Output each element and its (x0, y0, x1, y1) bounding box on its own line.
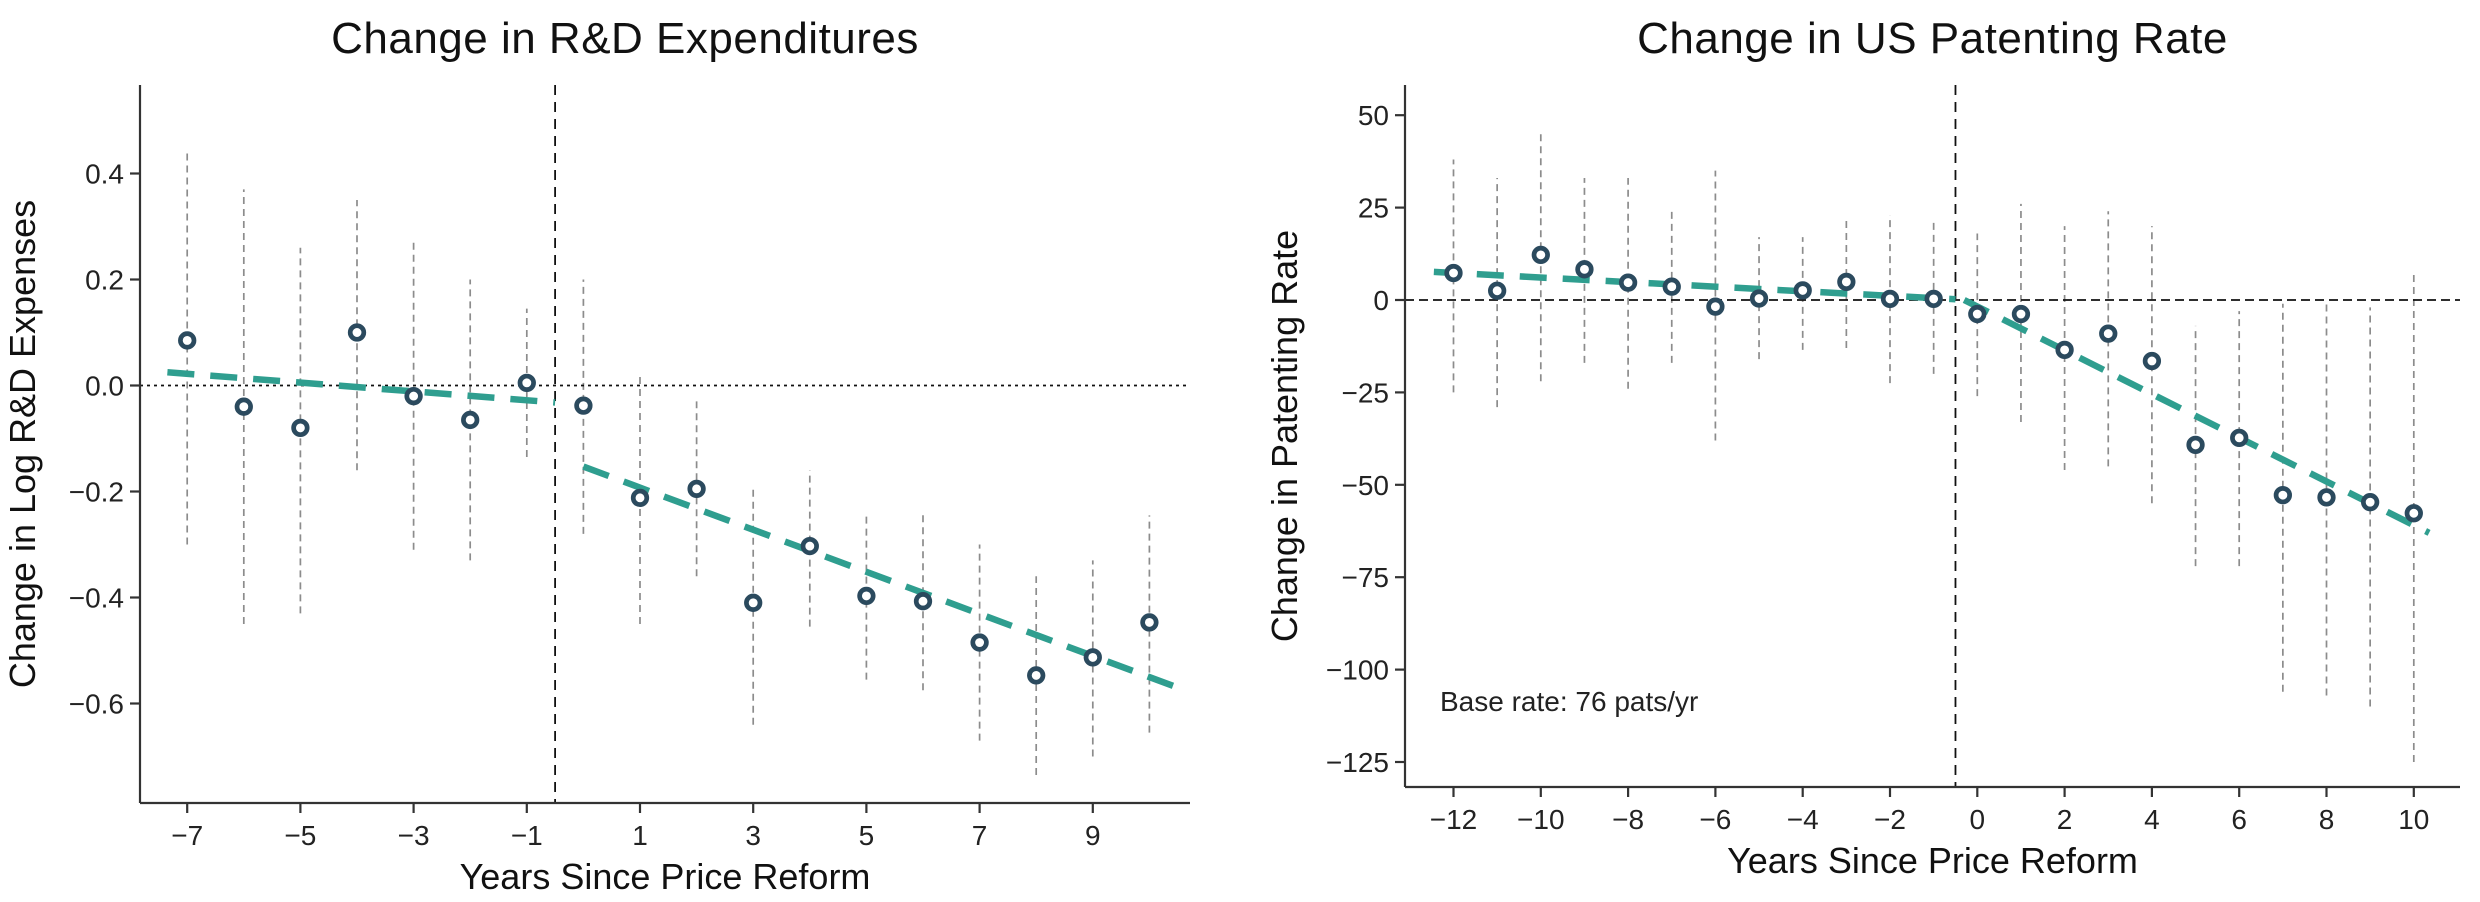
data-point (2142, 351, 2162, 371)
x-tick-label: 9 (1085, 820, 1101, 851)
x-tick-label: 2 (2057, 804, 2073, 835)
data-point (2404, 504, 2423, 523)
patenting-rate-plot: 50 25 0 −25 −50 −75 −100 −125 −12 −10 −8 −6 −4 −2 0 2 4 6… (1326, 85, 2460, 835)
x-tick-label: 1 (632, 820, 648, 851)
data-point (1662, 277, 1681, 296)
data-point (1618, 273, 1638, 292)
y-tick-label: −0.6 (69, 689, 124, 720)
chart-title: Change in R&D Expenditures (331, 14, 919, 63)
x-tick-label: −7 (171, 820, 203, 851)
x-tick-label: −8 (1612, 804, 1644, 835)
data-point (1837, 272, 1856, 292)
data-point (1924, 289, 1943, 309)
y-tick-label: −0.2 (69, 477, 124, 508)
data-point (1444, 263, 1463, 283)
data-point (291, 418, 310, 438)
x-tick-label: 0 (1970, 804, 1986, 835)
data-point (970, 633, 989, 652)
data-point (461, 410, 480, 430)
data-point (178, 331, 197, 350)
data-point (2360, 493, 2380, 512)
data-point (687, 479, 706, 499)
data-point (2317, 488, 2336, 507)
data-point (234, 397, 253, 416)
y-tick-label: −25 (1342, 377, 1390, 408)
x-tick-label: 7 (972, 820, 988, 851)
x-tick-label: −5 (284, 820, 316, 851)
data-point (347, 323, 367, 342)
trend-line-pre (167, 369, 556, 406)
data-point (2186, 435, 2205, 455)
x-tick-label: 4 (2144, 804, 2160, 835)
data-point (2055, 340, 2074, 360)
patenting-rate-panel: 50 25 0 −25 −50 −75 −100 −125 −12 −10 −8 −6 −4 −2 0 2 4 6… (1240, 0, 2480, 902)
y-tick-label: 0 (1373, 285, 1389, 316)
data-point (1575, 260, 1594, 279)
trend-line-post (1962, 297, 2431, 536)
x-tick-label: 6 (2231, 804, 2247, 835)
rd-expenditures-plot: 0.4 0.2 0.0 −0.2 −0.4 −0.6 −7 −5 −3 −1 1 3 5 7 9 (69, 85, 1190, 851)
y-tick-label: −125 (1326, 747, 1389, 778)
data-point (1487, 281, 1507, 300)
trend-line-post (582, 463, 1177, 690)
y-axis-label: Change in Patenting Rate (1264, 229, 1305, 643)
x-tick-label: −4 (1787, 804, 1819, 835)
x-tick-label: 8 (2319, 804, 2335, 835)
data-point (2273, 485, 2292, 505)
data-point (1880, 289, 1900, 309)
x-tick-label: −2 (1874, 804, 1906, 835)
x-tick-label: −1 (511, 820, 543, 851)
x-tick-label: −6 (1699, 804, 1731, 835)
x-axis-label: Years Since Price Reform (459, 856, 871, 897)
x-tick-label: 5 (859, 820, 875, 851)
x-axis-label: Years Since Price Reform (1727, 840, 2138, 881)
data-point (630, 488, 650, 508)
data-point (1027, 666, 1046, 685)
data-point (1749, 289, 1769, 308)
y-tick-label: 25 (1358, 193, 1389, 224)
data-point (913, 592, 933, 611)
data-point (1706, 297, 1725, 316)
x-tick-label: 10 (2398, 804, 2429, 835)
data-point (574, 396, 593, 415)
data-point (2099, 324, 2118, 343)
data-point (1140, 613, 1159, 632)
x-tick-label: 3 (745, 820, 761, 851)
y-tick-label: 50 (1358, 100, 1389, 131)
data-point (517, 373, 536, 393)
x-tick-label: −10 (1517, 804, 1565, 835)
data-point (1531, 245, 1550, 265)
rd-expenditures-panel: 0.4 0.2 0.0 −0.2 −0.4 −0.6 −7 −5 −3 −1 1 3 5 7 9 Chang… (2, 14, 1190, 897)
base-rate-annotation: Base rate: 76 pats/yr (1440, 686, 1699, 717)
data-point (2011, 304, 2031, 324)
y-tick-label: −0.4 (69, 583, 124, 614)
y-tick-label: 0.4 (85, 159, 124, 190)
data-point (1083, 648, 1102, 667)
chart-title: Change in US Patenting Rate (1637, 14, 2228, 63)
y-tick-label: 0.2 (85, 265, 124, 296)
data-point (857, 586, 876, 606)
y-tick-label: −50 (1342, 470, 1390, 501)
data-point (404, 386, 423, 406)
trend-line-pre (1433, 268, 1956, 303)
data-point (800, 536, 819, 556)
y-tick-label: −100 (1326, 655, 1389, 686)
data-point (744, 593, 763, 612)
y-axis-label: Change in Log R&D Expenses (2, 199, 43, 689)
y-tick-label: 0.0 (85, 371, 124, 402)
data-point (1793, 281, 1812, 300)
y-tick-label: −75 (1342, 562, 1390, 593)
data-point (2230, 428, 2249, 448)
x-tick-label: −3 (398, 820, 430, 851)
x-tick-label: −12 (1430, 804, 1478, 835)
data-point (1968, 304, 1987, 324)
